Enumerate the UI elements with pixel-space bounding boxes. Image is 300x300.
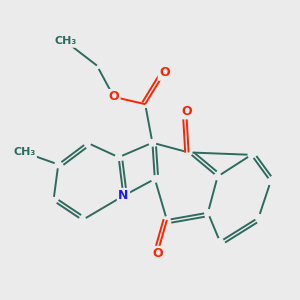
Text: N: N xyxy=(118,189,129,203)
Text: O: O xyxy=(152,247,163,260)
Text: O: O xyxy=(181,105,191,118)
Text: O: O xyxy=(109,90,119,104)
Text: O: O xyxy=(159,66,170,79)
Text: CH₃: CH₃ xyxy=(14,147,36,158)
Text: CH₃: CH₃ xyxy=(54,36,77,46)
